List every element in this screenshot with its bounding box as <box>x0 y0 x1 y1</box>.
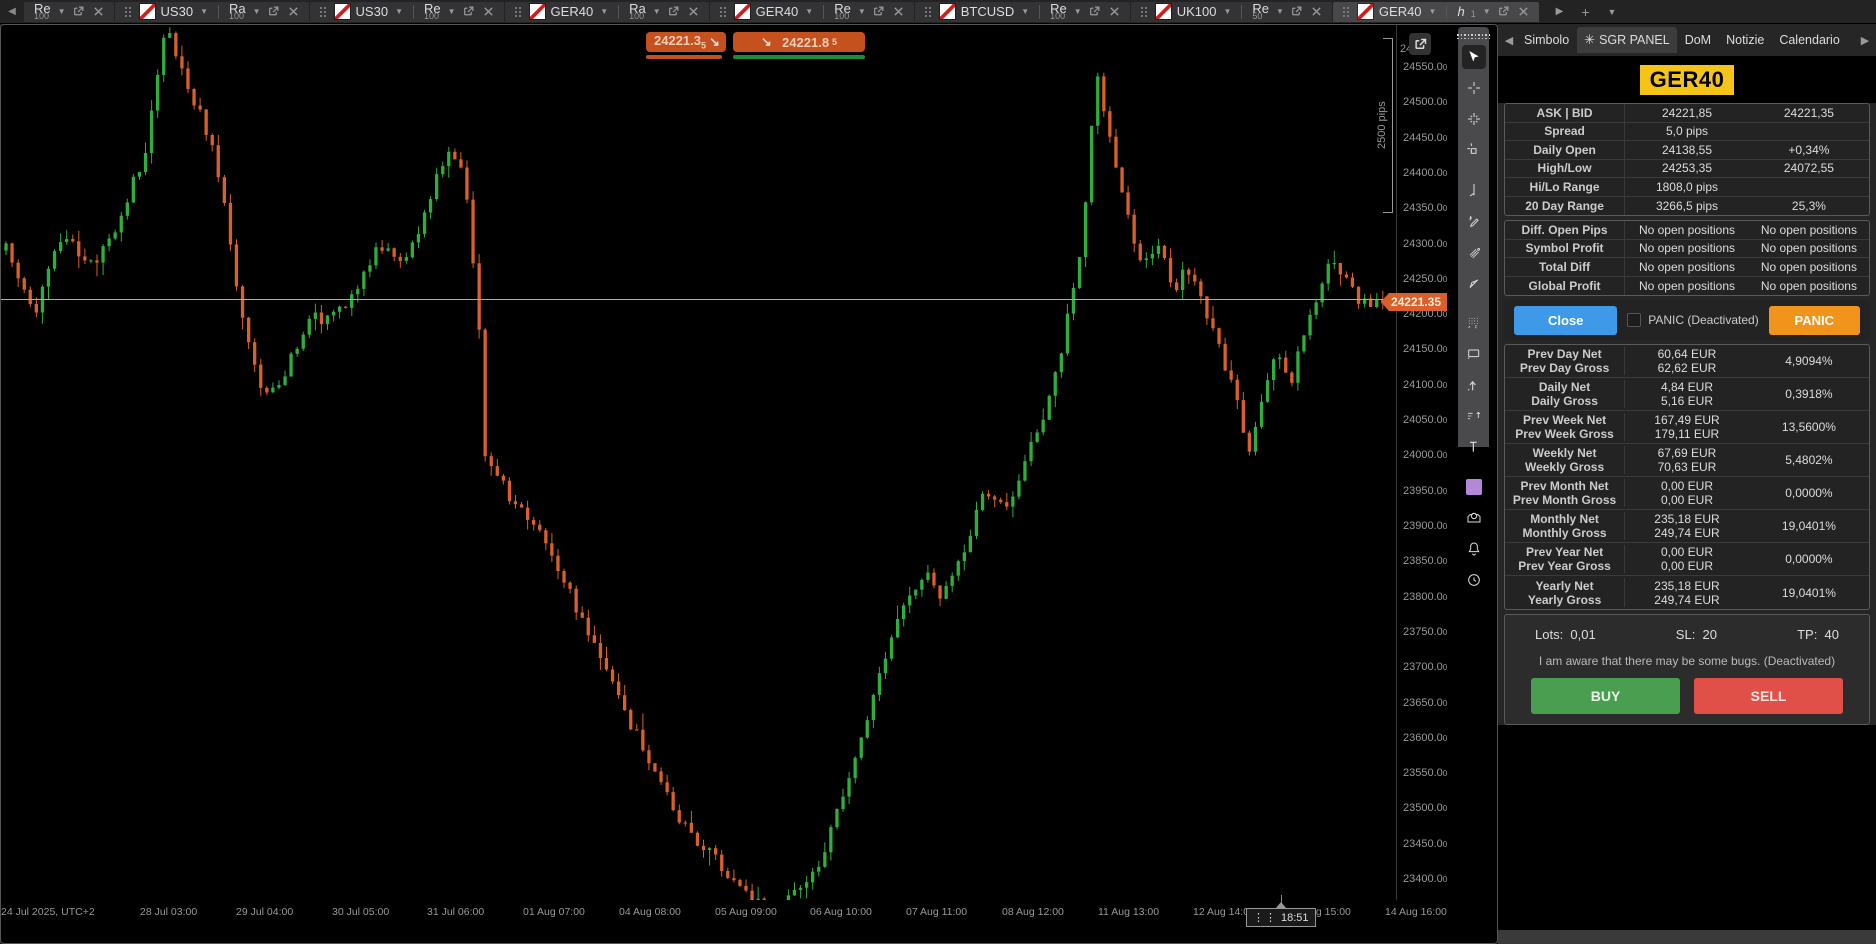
svg-text:F: F <box>1474 324 1477 329</box>
